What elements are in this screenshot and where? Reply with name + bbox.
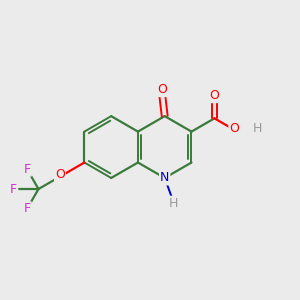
Text: F: F: [24, 202, 31, 215]
Text: O: O: [229, 122, 239, 135]
Text: N: N: [160, 172, 169, 184]
Text: O: O: [55, 168, 65, 181]
Text: H: H: [169, 197, 178, 210]
Text: O: O: [157, 83, 167, 96]
Text: H: H: [253, 122, 262, 135]
Text: F: F: [10, 182, 17, 196]
Text: F: F: [24, 163, 31, 176]
Text: O: O: [209, 89, 219, 102]
